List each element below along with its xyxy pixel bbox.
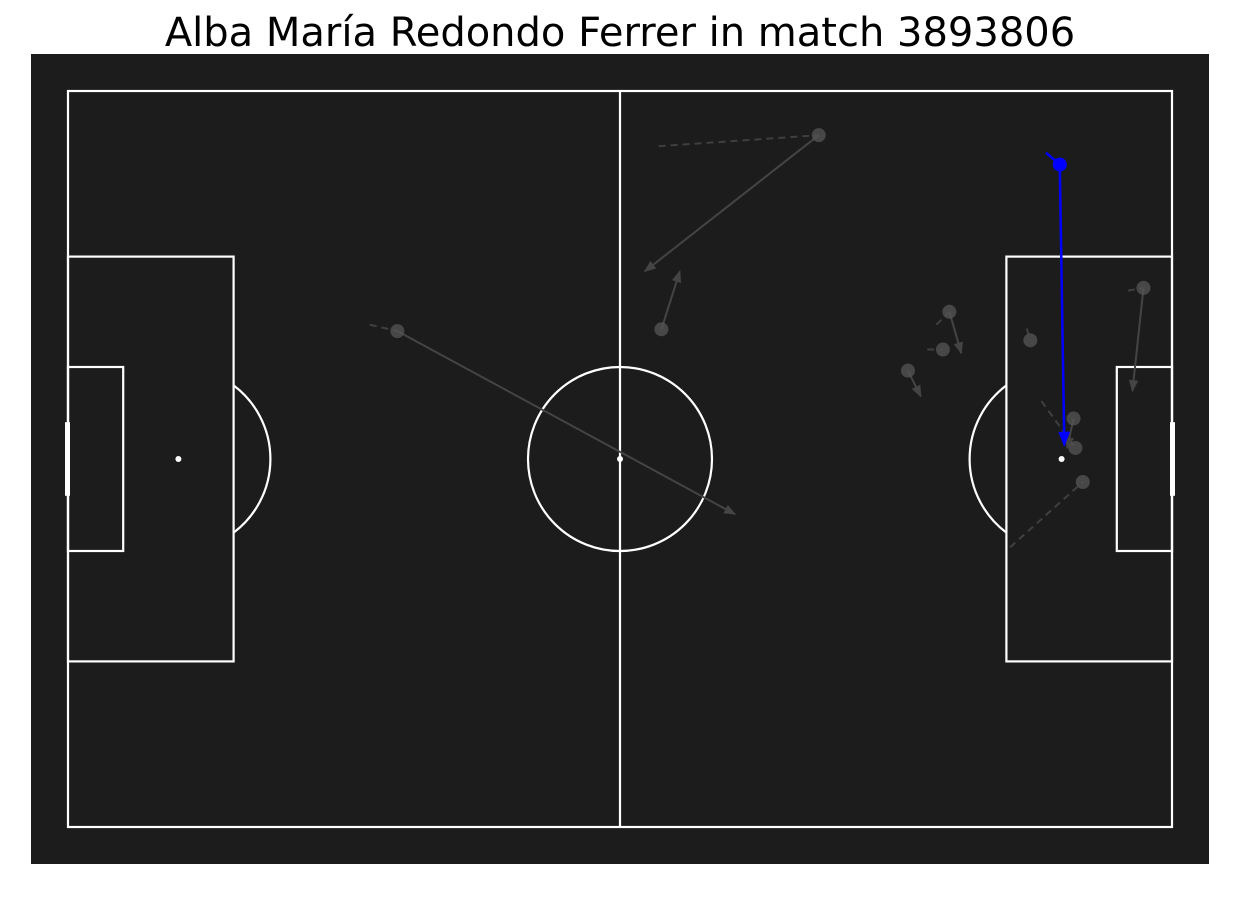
event-7 xyxy=(900,363,922,398)
pitch-goals-and-spots xyxy=(65,422,1175,496)
event-3 xyxy=(369,323,737,516)
event-4 xyxy=(654,270,682,337)
carry-line xyxy=(1009,481,1084,549)
chart-title: Alba María Redondo Ferrer in match 38938… xyxy=(164,10,1076,56)
event-6 xyxy=(927,342,950,357)
event-start-marker xyxy=(1066,411,1081,426)
centre-spot xyxy=(617,456,623,462)
event-start-marker xyxy=(1068,440,1083,455)
left-goal xyxy=(65,422,70,496)
event-2-highlighted xyxy=(1045,151,1071,447)
pass-arrow xyxy=(396,330,737,516)
event-start-marker xyxy=(654,322,669,337)
event-start-marker xyxy=(900,363,915,378)
event-8 xyxy=(1023,328,1038,348)
highlighted-events-layer xyxy=(1045,151,1071,447)
left-penalty-spot xyxy=(175,456,182,462)
carry-line xyxy=(369,323,398,333)
event-start-marker xyxy=(1023,333,1038,348)
event-1 xyxy=(643,128,826,273)
event-start-marker xyxy=(1052,157,1067,172)
event-start-marker xyxy=(1075,475,1090,489)
right-penalty-spot xyxy=(1058,456,1065,462)
pass-arrow xyxy=(1058,164,1071,447)
pass-arrow xyxy=(948,311,963,355)
pass-arrow xyxy=(660,270,682,330)
event-start-marker xyxy=(935,342,950,357)
event-start-marker xyxy=(942,304,957,319)
right-goal xyxy=(1170,422,1175,496)
event-start-marker xyxy=(390,324,405,339)
event-9 xyxy=(1127,280,1151,393)
right-penalty-arc xyxy=(968,384,1008,534)
left-penalty-arc xyxy=(232,384,272,534)
pass-arrow xyxy=(1128,287,1145,393)
event-12 xyxy=(1009,475,1090,549)
event-start-marker xyxy=(1136,280,1151,295)
event-start-marker xyxy=(811,128,826,143)
pass-arrow xyxy=(643,134,820,273)
event-5 xyxy=(935,304,963,355)
carry-line xyxy=(658,134,819,148)
centre-circle xyxy=(526,365,714,553)
